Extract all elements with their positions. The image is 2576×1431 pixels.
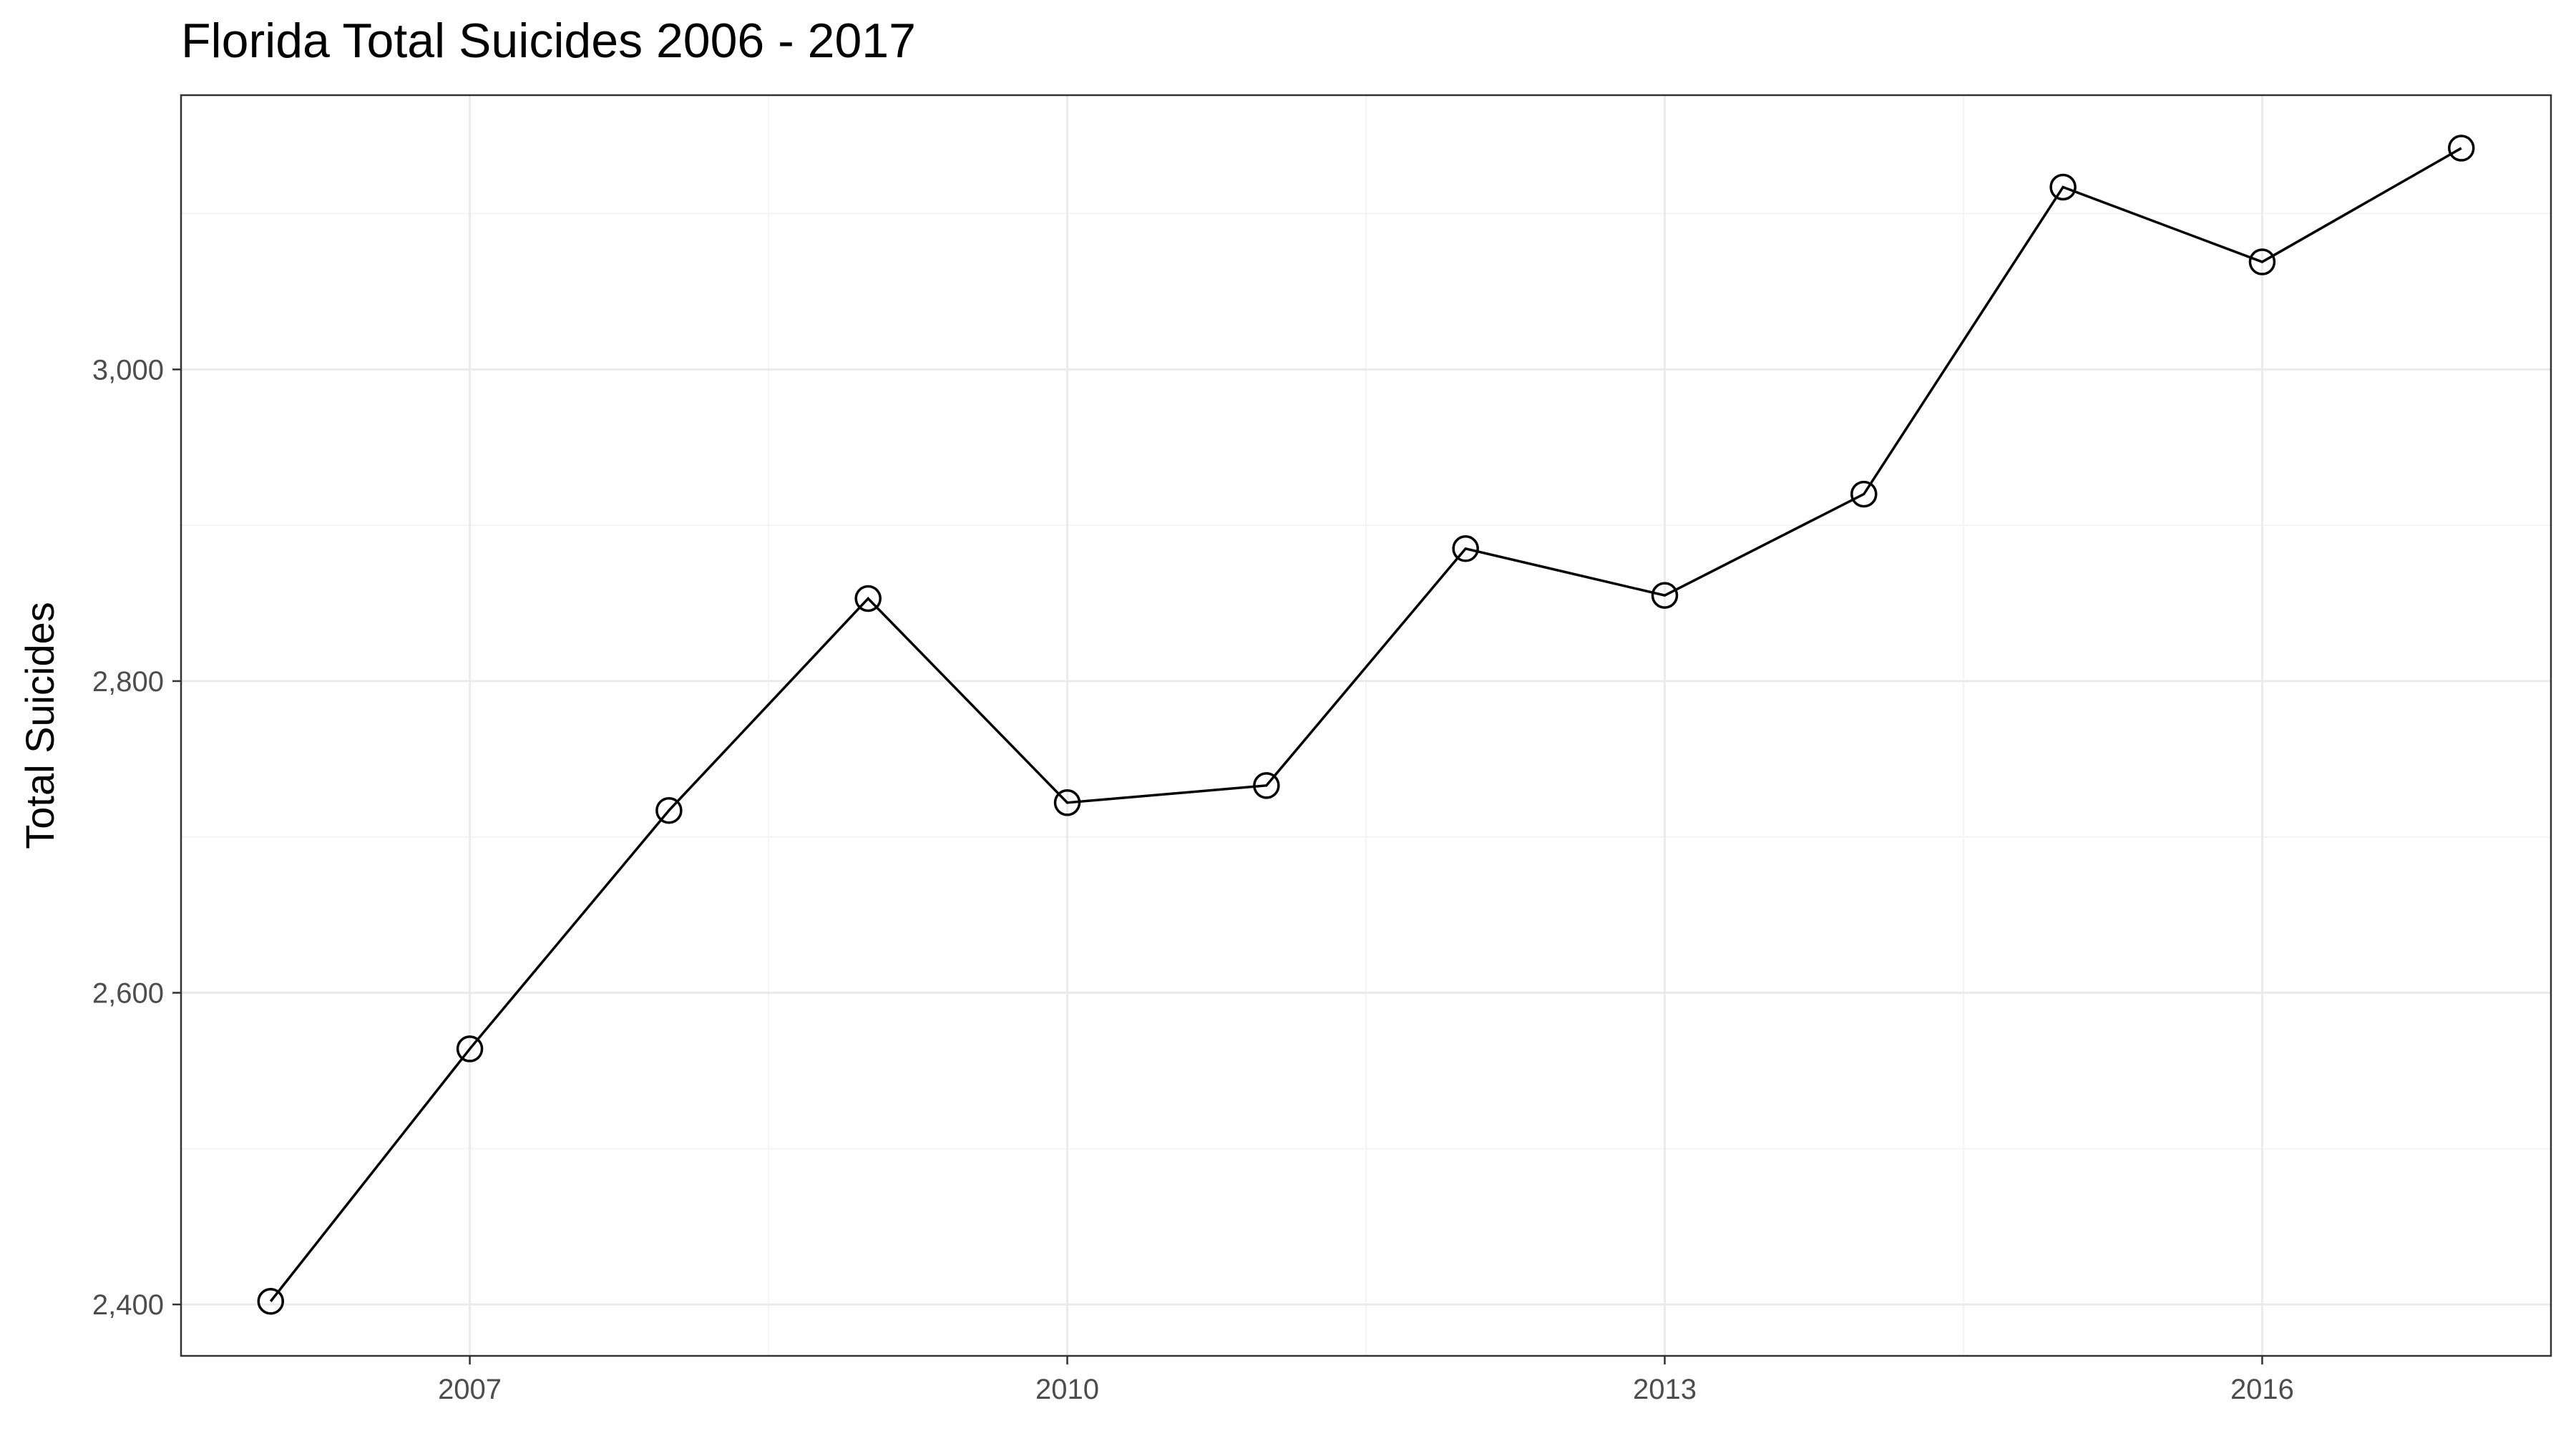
data-point bbox=[1452, 535, 1479, 562]
axes: 2,400 2,600 2,800 3,000 2007 2010 2013 2016 bbox=[92, 354, 2294, 1405]
x-tick-label: 2007 bbox=[438, 1374, 502, 1405]
data-point bbox=[2448, 135, 2475, 162]
chart-title: Florida Total Suicides 2006 - 2017 bbox=[181, 14, 916, 68]
data-point bbox=[1053, 789, 1081, 816]
data-point bbox=[257, 1288, 284, 1315]
series-layer bbox=[257, 135, 2475, 1315]
y-tick-label: 2,400 bbox=[92, 1289, 164, 1321]
grid bbox=[181, 95, 2551, 1356]
data-point bbox=[1850, 480, 1878, 508]
data-point bbox=[2049, 173, 2077, 201]
data-point bbox=[456, 1035, 484, 1063]
series-line bbox=[269, 147, 2462, 1302]
data-point bbox=[1253, 772, 1280, 799]
data-point bbox=[1651, 582, 1679, 609]
x-tick-label: 2010 bbox=[1035, 1374, 1099, 1405]
y-tick-label: 2,800 bbox=[92, 666, 164, 698]
data-point bbox=[655, 796, 683, 824]
y-tick-label: 3,000 bbox=[92, 354, 164, 386]
data-point bbox=[2248, 248, 2276, 275]
y-tick-label: 2,600 bbox=[92, 978, 164, 1010]
y-axis-label: Total Suicides bbox=[17, 602, 62, 849]
plot-panel bbox=[180, 94, 2552, 1357]
data-point bbox=[854, 585, 882, 612]
x-tick-label: 2016 bbox=[2230, 1374, 2294, 1405]
x-tick-label: 2013 bbox=[1633, 1374, 1697, 1405]
